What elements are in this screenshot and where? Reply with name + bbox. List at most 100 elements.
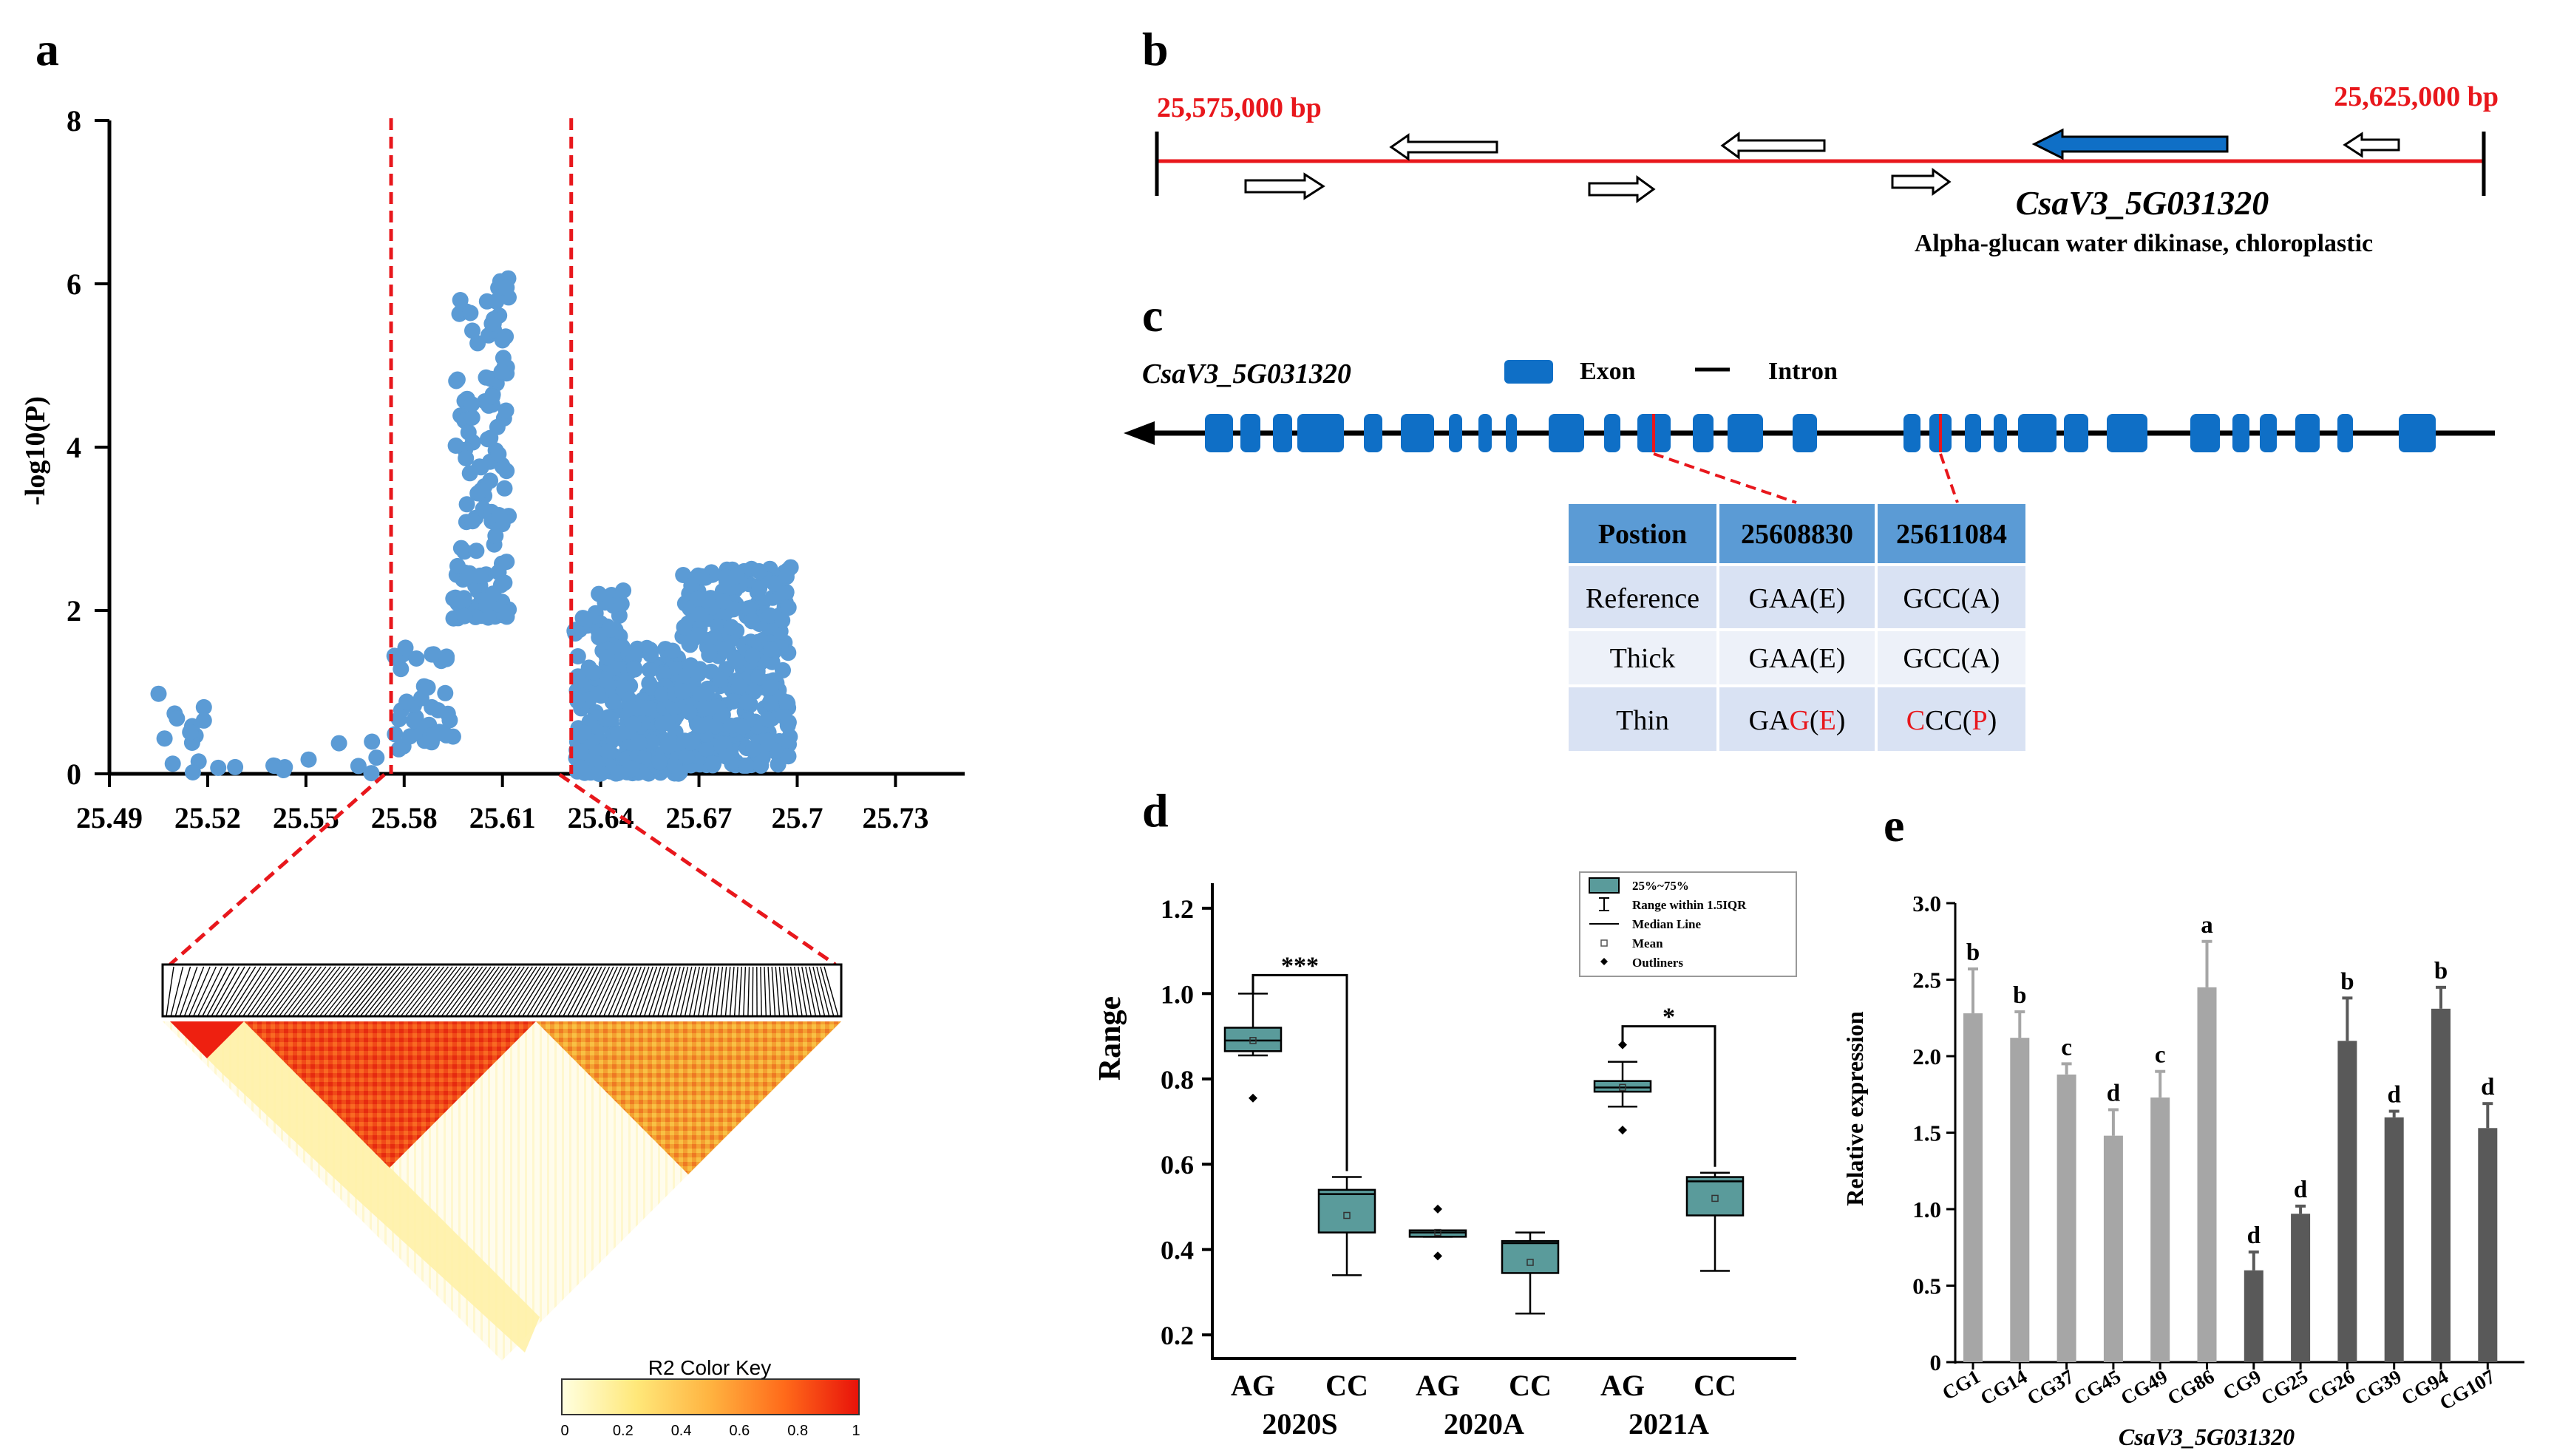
snp-tick bbox=[503, 966, 537, 1017]
table-cell: GAA(E) bbox=[1749, 583, 1846, 614]
x-tick-label: 25.52 bbox=[174, 801, 241, 834]
y-tick-label: 2.5 bbox=[1912, 967, 1941, 993]
snp-tick bbox=[391, 966, 432, 1017]
scatter-point bbox=[738, 757, 755, 774]
scatter-point bbox=[164, 755, 181, 772]
snp-tick bbox=[314, 966, 355, 1017]
scatter-point bbox=[490, 446, 507, 463]
table-row-bg bbox=[1569, 631, 2025, 684]
scatter-point bbox=[665, 698, 682, 715]
snp-tick bbox=[625, 966, 646, 1017]
scatter-point bbox=[761, 694, 778, 711]
scatter-point bbox=[489, 418, 506, 435]
scatter-point bbox=[498, 463, 515, 480]
panel-d-ylabel: Range bbox=[1093, 996, 1127, 1081]
bar bbox=[2244, 1270, 2263, 1362]
snp-tick bbox=[499, 966, 534, 1017]
snp-tick bbox=[292, 966, 332, 1017]
scatter-point bbox=[615, 582, 632, 599]
scatter-point bbox=[750, 562, 767, 579]
scatter-point bbox=[441, 712, 458, 729]
significance-letter: c bbox=[2155, 1042, 2166, 1069]
scatter-point bbox=[498, 604, 515, 621]
snp-tick bbox=[617, 966, 638, 1017]
scatter-point bbox=[764, 653, 781, 670]
snp-tick bbox=[509, 966, 542, 1017]
panel-a-ylabel: -log10(P) bbox=[20, 396, 51, 506]
snp-tick bbox=[166, 966, 174, 1017]
exon bbox=[2260, 414, 2277, 452]
y-tick-label: 1.2 bbox=[1161, 894, 1194, 924]
snp-tick bbox=[305, 966, 346, 1017]
snp-tick bbox=[449, 966, 487, 1017]
x-tick-label: CG107 bbox=[2436, 1365, 2499, 1414]
snp-tick bbox=[301, 966, 341, 1017]
season-label: 2020A bbox=[1444, 1407, 1524, 1440]
scatter-point bbox=[762, 679, 779, 696]
group-label: AG bbox=[1600, 1369, 1645, 1402]
y-tick-label: 0.6 bbox=[1161, 1150, 1194, 1180]
panel-e-bars: b CG1 b CG14 c CG37 d CG45 c CG49 a CG86 d CG9 d CG25 b C… bbox=[1938, 912, 2499, 1415]
mean-legend-swatch bbox=[1600, 939, 1608, 947]
ld-block-3 bbox=[536, 1021, 841, 1174]
scatter-point bbox=[744, 613, 761, 630]
scatter-point bbox=[364, 733, 381, 750]
color-key-ticks: 0 0.2 0.4 0.6 0.8 1 bbox=[560, 1423, 860, 1439]
scatter-point bbox=[472, 567, 489, 584]
y-tick-label: 6 bbox=[67, 268, 81, 301]
snp-tick bbox=[801, 966, 812, 1017]
bar bbox=[2337, 1041, 2357, 1362]
scatter-point bbox=[776, 709, 793, 726]
scatter-point bbox=[330, 735, 347, 752]
exon bbox=[1449, 414, 1462, 452]
snp-tick bbox=[594, 966, 618, 1017]
significance-label: * bbox=[1663, 1004, 1675, 1031]
snp-tick bbox=[724, 966, 731, 1017]
scatter-point bbox=[427, 727, 444, 744]
snp-tick bbox=[387, 966, 427, 1017]
snp-tick bbox=[513, 966, 546, 1017]
significance-letter: d bbox=[2481, 1074, 2494, 1100]
panel-d-yticks: 0.2 0.4 0.6 0.8 1.0 1.2 bbox=[1161, 894, 1212, 1350]
snp-tick bbox=[643, 966, 662, 1017]
exon bbox=[2107, 414, 2147, 452]
scatter-point bbox=[182, 724, 199, 741]
snp-tick bbox=[256, 966, 293, 1017]
bar bbox=[2150, 1097, 2170, 1362]
snp-tick bbox=[526, 966, 558, 1017]
x-tick-label: CG1 bbox=[1938, 1365, 1984, 1404]
snp-tick bbox=[549, 966, 578, 1017]
scatter-point bbox=[495, 350, 512, 367]
snp-tick bbox=[634, 966, 653, 1017]
snp-table: Postion 25608830 25611084 Reference GAA(… bbox=[1569, 504, 2025, 751]
group-label: AG bbox=[1416, 1369, 1460, 1402]
scatter-point bbox=[761, 607, 778, 624]
y-tick-label: 1.0 bbox=[1912, 1197, 1941, 1222]
snp-tick bbox=[823, 966, 839, 1017]
significance-letter: d bbox=[2294, 1177, 2307, 1203]
snp-tick bbox=[764, 966, 767, 1017]
scatter-point bbox=[744, 647, 761, 664]
exons bbox=[1205, 414, 2436, 452]
snp-tick bbox=[675, 966, 689, 1017]
y-tick-label: 1.0 bbox=[1161, 979, 1194, 1009]
scatter-point bbox=[659, 715, 676, 732]
table-header-cell bbox=[1719, 504, 1875, 563]
scatter-point bbox=[156, 730, 173, 747]
panel-d-significance: **** bbox=[1251, 952, 1716, 1171]
x-tick-label: 25.58 bbox=[371, 801, 438, 834]
y-tick-label: 8 bbox=[67, 104, 81, 137]
x-tick-label: 25.61 bbox=[469, 801, 536, 834]
scatter-point bbox=[464, 513, 481, 530]
scatter-point bbox=[460, 424, 477, 440]
snp-tick bbox=[350, 966, 392, 1017]
table-row-label: Thick bbox=[1610, 643, 1676, 674]
scatter-point bbox=[778, 568, 795, 585]
table-row-label: Reference bbox=[1586, 583, 1699, 614]
scatter-point bbox=[456, 608, 473, 625]
panel-c-label: c bbox=[1142, 289, 1163, 341]
snp-tick bbox=[179, 966, 198, 1017]
scatter-point bbox=[459, 568, 476, 585]
snp-tick bbox=[432, 966, 470, 1017]
box bbox=[1501, 1239, 1560, 1274]
